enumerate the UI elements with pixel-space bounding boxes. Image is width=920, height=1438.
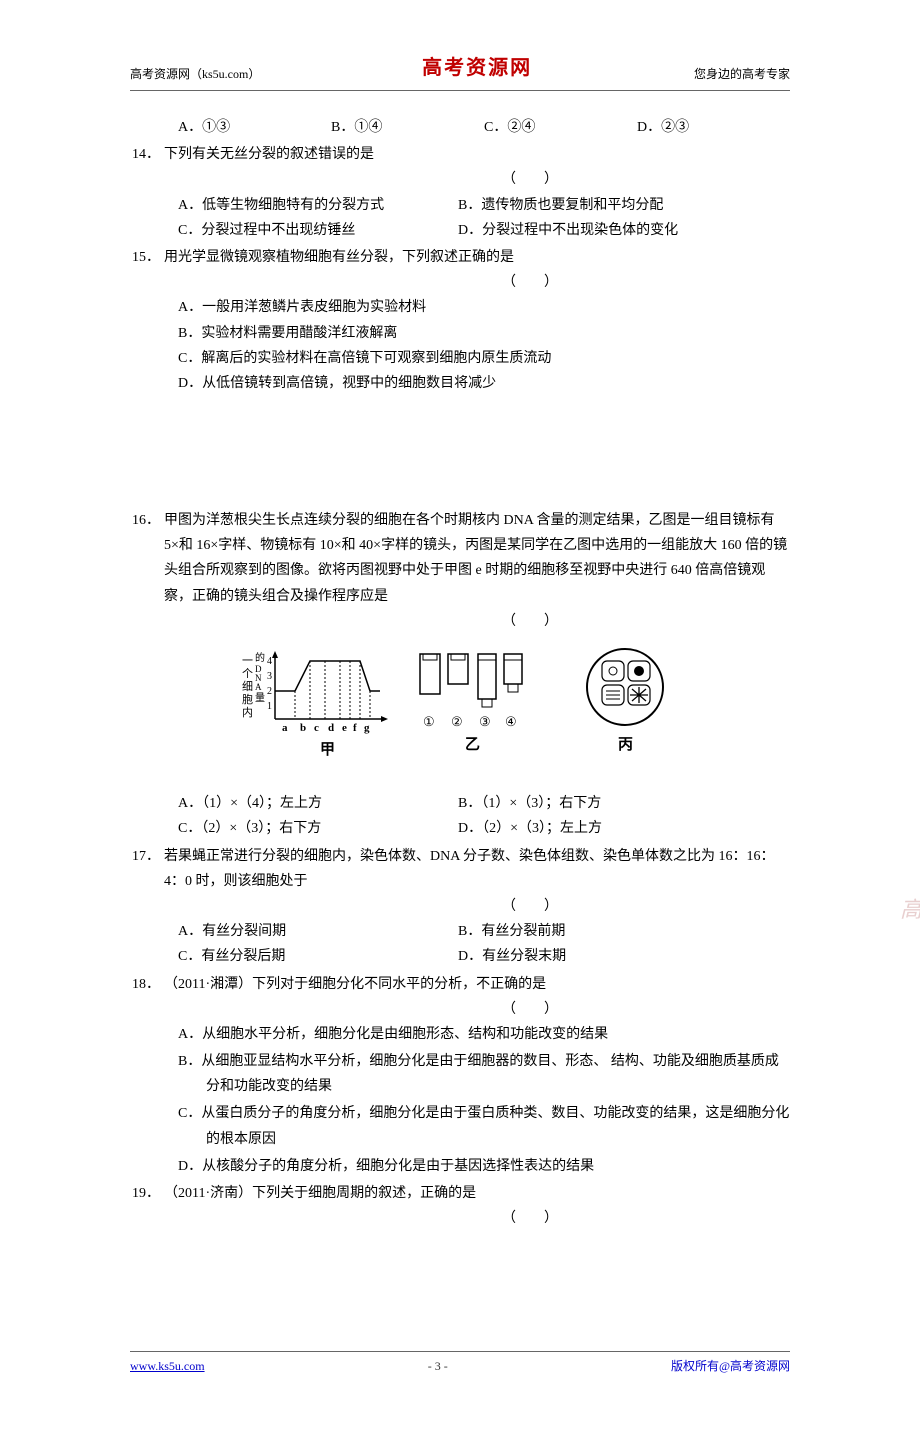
option-d: D．有丝分裂末期 xyxy=(458,944,738,969)
q16: 16． 甲图为洋葱根尖生长点连续分裂的细胞在各个时期核内 DNA 含量的测定结果… xyxy=(130,508,790,609)
xc: c xyxy=(314,722,319,734)
q15-num: 15． xyxy=(130,245,164,270)
q15: 15． 用光学显微镜观察植物细胞有丝分裂，下列叙述正确的是 xyxy=(130,245,790,270)
q16-num: 16． xyxy=(130,508,164,609)
option-b: B．有丝分裂前期 xyxy=(458,919,738,944)
xf: f xyxy=(353,722,357,734)
q17-options-row1: A．有丝分裂间期 B．有丝分裂前期 xyxy=(178,919,790,944)
option-b: B．①④ xyxy=(331,115,484,140)
label-yi: 乙 xyxy=(465,737,480,753)
q14: 14． 下列有关无丝分裂的叙述错误的是 xyxy=(130,142,790,167)
q15-paren: （ ） xyxy=(270,270,790,295)
xa: a xyxy=(282,722,288,734)
xd: d xyxy=(328,722,334,734)
option-b: B．遗传物质也要复制和平均分配 xyxy=(458,193,738,218)
xg: g xyxy=(364,722,370,734)
q14-options-row2: C．分裂过程中不出现纺锤丝 D．分裂过程中不出现染色体的变化 xyxy=(178,218,790,243)
q16-options-row2: C．（2）×（3）；右下方 D．（2）×（3）；左上方 xyxy=(178,816,790,841)
q18-option-c: C．从蛋白质分子的角度分析，细胞分化是由于蛋白质种类、数目、功能改变的结果，这是… xyxy=(178,1101,790,1151)
q14-options: A．低等生物细胞特有的分裂方式 B．遗传物质也要复制和平均分配 xyxy=(178,193,790,218)
q14-paren: （ ） xyxy=(270,167,790,192)
q15-option-c: C．解离后的实验材料在高倍镜下可观察到细胞内原生质流动 xyxy=(178,346,790,371)
q18-paren: （ ） xyxy=(270,997,790,1022)
fig-ylabel-2: 个 xyxy=(242,667,253,680)
q13-options: A．①③ B．①④ C．②④ D．②③ xyxy=(178,115,790,140)
option-b: B．（1）×（3）；右下方 xyxy=(458,791,738,816)
option-d: D．（2）×（3）；左上方 xyxy=(458,816,738,841)
xe: e xyxy=(342,722,347,734)
q16-paren: （ ） xyxy=(270,609,790,634)
q19: 19． （2011·济南）下列关于细胞周期的叙述，正确的是 xyxy=(130,1181,790,1206)
option-a: A．低等生物细胞特有的分裂方式 xyxy=(178,193,458,218)
q15-stem: 用光学显微镜观察植物细胞有丝分裂，下列叙述正确的是 xyxy=(164,245,790,270)
l4: ④ xyxy=(505,714,517,729)
fig-ylabel-4: 胞 xyxy=(242,693,253,706)
q16-figure: 一 个 细 胞 内 的 D N A 量 4 3 2 1 xyxy=(130,644,790,783)
fig-ylabel-6: 的 xyxy=(255,651,265,664)
q14-stem: 下列有关无丝分裂的叙述错误的是 xyxy=(164,142,790,167)
q17-paren: （ ） 高考资源网 xyxy=(270,894,790,919)
q15-option-d: D．从低倍镜转到高倍镜，视野中的细胞数目将减少 xyxy=(178,371,790,396)
q17-num: 17． xyxy=(130,844,164,894)
fig-ylabel-10: 量 xyxy=(255,692,265,704)
q17-paren-text: （ ） xyxy=(502,899,558,914)
footer-url: www.ks5u.com xyxy=(130,1356,205,1378)
q17: 17． 若果蝇正常进行分裂的细胞内，染色体数、DNA 分子数、染色体组数、染色单… xyxy=(130,844,790,894)
page-number: - 3 - xyxy=(428,1356,448,1378)
watermark-text: 高考资源网 xyxy=(900,890,920,930)
y1: 1 xyxy=(267,701,272,712)
header-logo-text: 高考资源网 xyxy=(422,50,532,86)
q17-options-row2: C．有丝分裂后期 D．有丝分裂末期 xyxy=(178,944,790,969)
q16-stem: 甲图为洋葱根尖生长点连续分裂的细胞在各个时期核内 DNA 含量的测定结果，乙图是… xyxy=(164,508,790,609)
q18-num: 18． xyxy=(130,972,164,997)
option-c: C．有丝分裂后期 xyxy=(178,944,458,969)
l3: ③ xyxy=(479,714,491,729)
option-c: C．（2）×（3）；右下方 xyxy=(178,816,458,841)
l1: ① xyxy=(423,714,435,729)
y2: 2 xyxy=(267,686,272,697)
option-d: D．②③ xyxy=(637,115,790,140)
q18-stem: （2011·湘潭）下列对于细胞分化不同水平的分析，不正确的是 xyxy=(164,972,790,997)
y4: 4 xyxy=(267,656,272,667)
y3: 3 xyxy=(267,671,272,682)
page-footer: www.ks5u.com - 3 - 版权所有@高考资源网 xyxy=(130,1351,790,1378)
footer-copyright-text: 版权所有@高考资源网 xyxy=(671,1359,790,1373)
q15-option-b: B．实验材料需要用醋酸洋红液解离 xyxy=(178,321,790,346)
option-a: A．有丝分裂间期 xyxy=(178,919,458,944)
q19-stem: （2011·济南）下列关于细胞周期的叙述，正确的是 xyxy=(164,1181,790,1206)
option-c: C．②④ xyxy=(484,115,637,140)
fig-ylabel-3: 细 xyxy=(242,680,253,693)
q14-num: 14． xyxy=(130,142,164,167)
fig-ylabel-1: 一 xyxy=(242,655,253,667)
label-jia: 甲 xyxy=(320,741,335,758)
header-right: 您身边的高考专家 xyxy=(694,64,790,86)
label-bing: 丙 xyxy=(618,736,633,753)
q19-paren: （ ） xyxy=(270,1206,790,1231)
q18-option-a: A．从细胞水平分析，细胞分化是由细胞形态、结构和功能改变的结果 xyxy=(178,1022,790,1047)
page-header: 高考资源网（ks5u.com） 高考资源网 您身边的高考专家 xyxy=(130,50,790,91)
option-a: A．（1）×（4）；左上方 xyxy=(178,791,458,816)
q16-options-row1: A．（1）×（4）；左上方 B．（1）×（3）；右下方 xyxy=(178,791,790,816)
q15-option-a: A．一般用洋葱鳞片表皮细胞为实验材料 xyxy=(178,295,790,320)
l2: ② xyxy=(451,714,463,729)
q18-option-d: D．从核酸分子的角度分析，细胞分化是由于基因选择性表达的结果 xyxy=(178,1154,790,1179)
option-c: C．分裂过程中不出现纺锤丝 xyxy=(178,218,458,243)
figure-svg-icon: 一 个 细 胞 内 的 D N A 量 4 3 2 1 xyxy=(230,644,690,774)
fig-ylabel-9: A xyxy=(255,682,262,692)
footer-copyright: 版权所有@高考资源网 xyxy=(671,1356,790,1378)
xb: b xyxy=(300,722,306,734)
q19-num: 19． xyxy=(130,1181,164,1206)
option-d: D．分裂过程中不出现染色体的变化 xyxy=(458,218,738,243)
q18: 18． （2011·湘潭）下列对于细胞分化不同水平的分析，不正确的是 xyxy=(130,972,790,997)
q18-option-b: B．从细胞亚显结构水平分析，细胞分化是由于细胞器的数目、形态、 结构、功能及细胞… xyxy=(178,1049,790,1099)
fig-ylabel-5: 内 xyxy=(242,705,253,719)
q17-stem: 若果蝇正常进行分裂的细胞内，染色体数、DNA 分子数、染色体组数、染色单体数之比… xyxy=(164,844,790,894)
header-left: 高考资源网（ks5u.com） xyxy=(130,64,260,86)
option-a: A．①③ xyxy=(178,115,331,140)
